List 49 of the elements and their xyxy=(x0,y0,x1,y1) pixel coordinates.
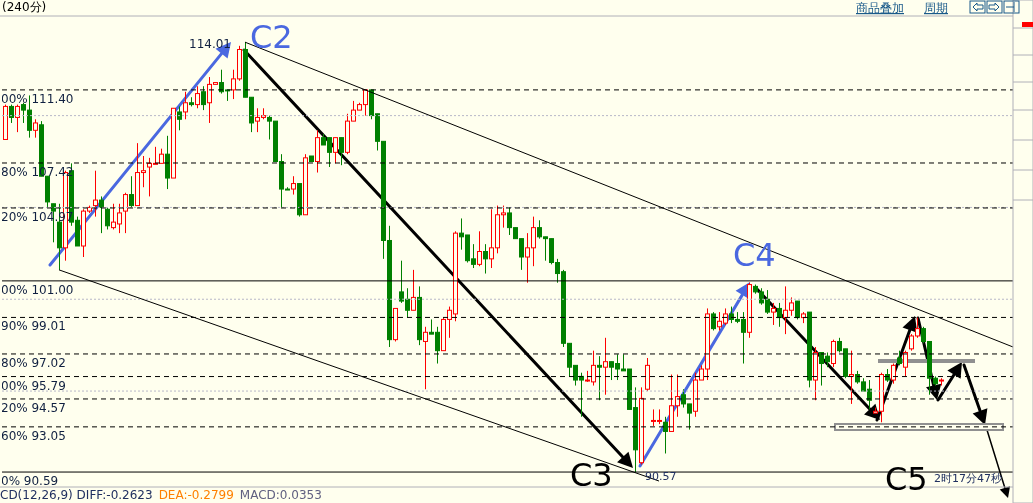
ref-line-label: 0% 90.59 xyxy=(1,474,59,489)
annotation: 2时17分47秒 xyxy=(934,472,1002,485)
candlestick xyxy=(105,206,110,230)
text: MACD:0.0353 xyxy=(239,488,322,502)
candlestick xyxy=(777,302,782,328)
annotation: 114.01 xyxy=(189,37,231,51)
annotation: 90.57 xyxy=(645,470,677,483)
candlestick xyxy=(15,104,20,133)
ref-line-label: 00% 95.79 xyxy=(1,378,66,393)
candlestick xyxy=(333,137,338,164)
text: DEA:-0.2799 xyxy=(158,488,234,502)
candlestick xyxy=(771,302,776,326)
candlestick xyxy=(339,137,344,166)
candlestick xyxy=(129,175,134,208)
candlestick xyxy=(123,192,128,234)
candlestick xyxy=(603,337,608,396)
text: (240分) xyxy=(2,0,47,14)
candlestick xyxy=(33,118,38,139)
ref-line-label: 20% 94.57 xyxy=(1,400,66,415)
ref-line-label: 80% 97.02 xyxy=(1,355,66,370)
candlestick xyxy=(795,300,800,320)
annotation: C5 xyxy=(885,460,928,498)
ref-line-label: 60% 93.05 xyxy=(1,428,66,443)
text: 周期 xyxy=(924,1,948,15)
candlestick xyxy=(93,170,98,218)
candlestick xyxy=(477,230,482,267)
candlestick xyxy=(483,243,488,275)
candlestick xyxy=(99,195,104,234)
candlestick xyxy=(831,339,836,368)
candlestick xyxy=(183,91,188,120)
annotation: C4 xyxy=(733,236,776,274)
candlestick xyxy=(201,85,206,111)
ref-line-label: 00% 101.00 xyxy=(1,282,74,297)
candlestick xyxy=(645,357,650,392)
candlestick xyxy=(891,363,896,385)
candlestick xyxy=(165,135,170,190)
annotation: C3 xyxy=(570,456,613,494)
ref-line-label: 00% 111.40 xyxy=(1,91,74,106)
candlestick xyxy=(411,269,416,311)
candlestick xyxy=(195,85,200,109)
candlestick xyxy=(597,355,602,401)
ref-line-label: 90% 99.01 xyxy=(1,319,66,334)
candlestick xyxy=(315,129,320,174)
text: 商品叠加 xyxy=(856,1,904,15)
candlestick xyxy=(423,326,428,390)
candlestick xyxy=(903,350,908,377)
text: CD(12,26,9) DIFF:-0.2623 xyxy=(0,488,153,502)
annotation: C2 xyxy=(250,18,293,56)
candlestick xyxy=(663,416,668,454)
